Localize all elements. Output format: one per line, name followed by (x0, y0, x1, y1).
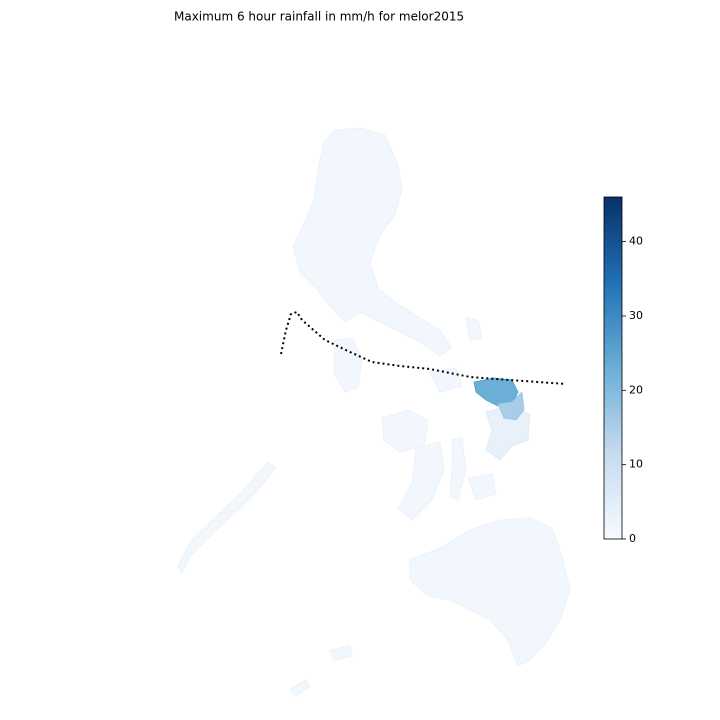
colorbar-tick-label: 10 (629, 458, 643, 471)
colorbar (603, 196, 623, 540)
mindoro (333, 337, 363, 393)
luzon (292, 127, 453, 357)
colorbar-tick-label: 20 (629, 383, 643, 396)
colorbar-tick-label: 30 (629, 309, 643, 322)
masbate (429, 367, 463, 393)
map-title: Maximum 6 hour rainfall in mm/h for melo… (174, 10, 464, 24)
sulu-2 (289, 679, 311, 697)
storm-track (280, 310, 567, 385)
mindanao (409, 517, 571, 667)
sulu (329, 645, 353, 661)
colorbar-tick-label: 0 (629, 532, 636, 545)
palawan (177, 461, 277, 575)
panay (381, 409, 429, 453)
colorbar-tick-label: 40 (629, 235, 643, 248)
cebu (449, 437, 467, 501)
negros (397, 441, 445, 521)
bohol (467, 473, 497, 501)
islands (177, 127, 571, 697)
samar-south (497, 391, 525, 421)
catanduanes (465, 317, 483, 341)
